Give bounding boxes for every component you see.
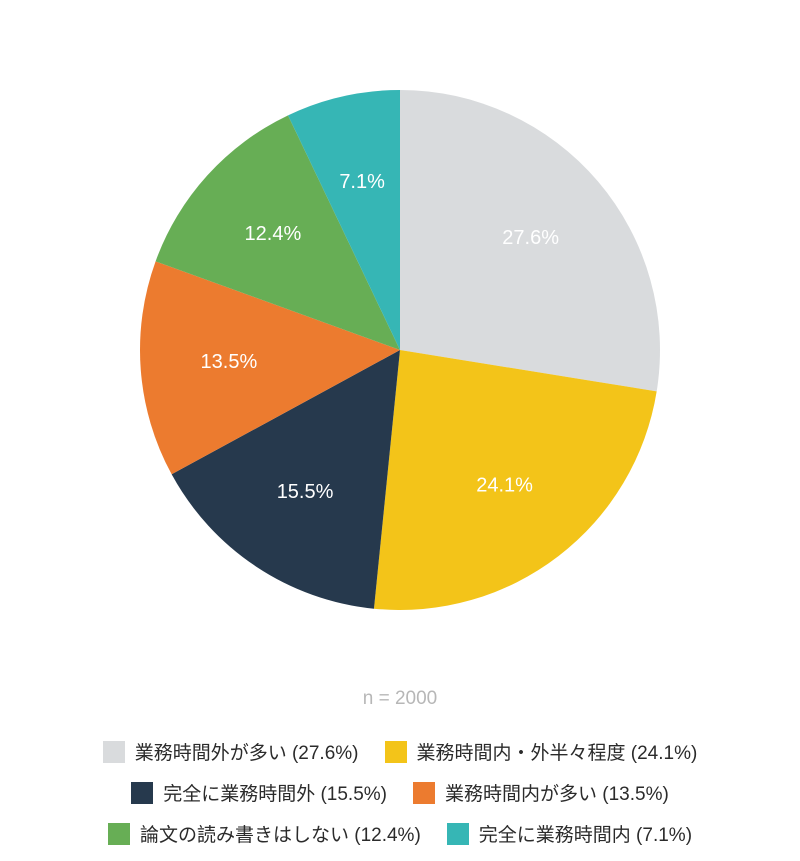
legend-swatch <box>413 782 435 804</box>
pie-slice-label: 12.4% <box>245 223 302 245</box>
legend-label: 完全に業務時間外 (15.5%) <box>163 779 387 806</box>
legend-swatch <box>108 823 130 845</box>
legend-label: 業務時間内・外半々程度 (24.1%) <box>417 738 698 765</box>
pie-slice-label: 15.5% <box>277 481 334 503</box>
chart-caption: n = 2000 <box>0 688 800 710</box>
pie-chart-svg: 27.6% 24.1% 15.5% 13.5% 12.4% 7.1% <box>0 40 800 660</box>
legend-item: 完全に業務時間内 (7.1%) <box>447 820 692 847</box>
legend-item: 完全に業務時間外 (15.5%) <box>131 779 387 806</box>
legend-swatch <box>131 782 153 804</box>
pie-slice-label: 24.1% <box>476 474 533 496</box>
legend-label: 業務時間外が多い (27.6%) <box>135 738 359 765</box>
pie-slice-label: 27.6% <box>502 227 559 249</box>
pie-chart-area: 27.6% 24.1% 15.5% 13.5% 12.4% 7.1% <box>0 0 800 660</box>
legend-item: 業務時間内・外半々程度 (24.1%) <box>385 738 698 765</box>
legend-swatch <box>103 741 125 763</box>
legend-swatch <box>385 741 407 763</box>
legend-label: 業務時間内が多い (13.5%) <box>445 779 669 806</box>
legend-swatch <box>447 823 469 845</box>
legend-item: 業務時間内が多い (13.5%) <box>413 779 669 806</box>
legend-label: 完全に業務時間内 (7.1%) <box>479 820 692 847</box>
pie-slice-label: 7.1% <box>339 171 385 193</box>
legend-item: 論文の読み書きはしない (12.4%) <box>108 820 421 847</box>
pie-slice-label: 13.5% <box>201 351 258 373</box>
chart-legend: 業務時間外が多い (27.6%) 業務時間内・外半々程度 (24.1%) 完全に業務… <box>0 738 800 847</box>
chart-container: 27.6% 24.1% 15.5% 13.5% 12.4% 7.1% n = 2000 業… <box>0 0 800 861</box>
legend-label: 論文の読み書きはしない (12.4%) <box>140 820 421 847</box>
legend-item: 業務時間外が多い (27.6%) <box>103 738 359 765</box>
